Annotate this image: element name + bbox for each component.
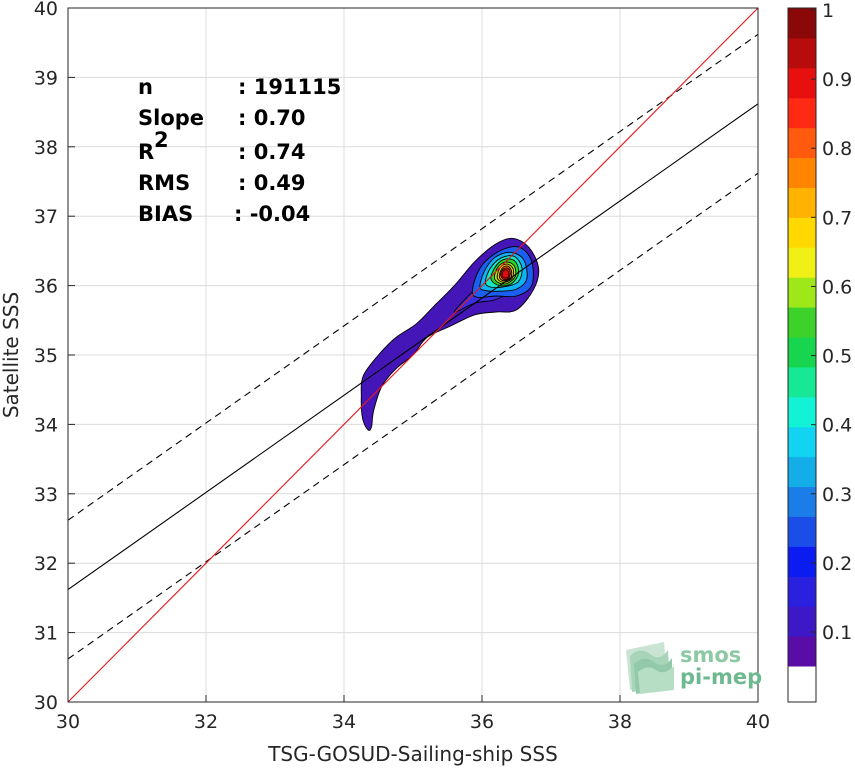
colorbar-tick-label: 0.9 xyxy=(822,69,852,91)
identity-line xyxy=(68,8,758,702)
reference-lines xyxy=(68,8,758,702)
colorbar-tick-label: 0.4 xyxy=(822,415,852,437)
colorbar-tick-label: 0.7 xyxy=(822,207,852,229)
statistics-box: n : 191115 Slope : 0.70 R 2 : 0.74 RMS : 0.49 BIA… xyxy=(138,75,341,226)
stat-value: : 191115 xyxy=(238,75,341,99)
logo-line2: pi-mep xyxy=(680,665,762,689)
colorbar-frame xyxy=(787,7,817,703)
y-tick-label: 32 xyxy=(34,553,58,575)
colorbar-segment xyxy=(788,337,816,368)
stat-label: Slope xyxy=(138,106,204,130)
colorbar-tick-labels: 0.1 0.2 0.3 0.4 0.5 0.6 0.7 0.8 0.9 1 xyxy=(811,0,852,644)
stat-label: R xyxy=(138,140,154,164)
colorbar-tick-label: 0.2 xyxy=(822,553,852,575)
regression-line xyxy=(68,103,758,591)
x-axis-label: TSG-GOSUD-Sailing-ship SSS xyxy=(267,742,558,766)
y-tick-label: 40 xyxy=(34,0,58,20)
colorbar-segment xyxy=(788,127,816,159)
colorbar-segment xyxy=(788,157,816,188)
colorbar-segment xyxy=(788,97,816,129)
colorbar-tick-label: 0.3 xyxy=(822,484,852,506)
colorbar-segment xyxy=(788,576,816,607)
stat-value: : -0.04 xyxy=(234,202,310,226)
density-contours xyxy=(360,237,540,431)
y-tick-labels: 30 31 32 33 34 35 36 37 38 39 40 xyxy=(34,0,58,714)
colorbar-tick-label: 0.1 xyxy=(822,622,852,644)
y-tick-label: 33 xyxy=(34,484,58,506)
stat-value: : 0.74 xyxy=(238,140,306,164)
colorbar xyxy=(788,8,816,703)
colorbar-tick-label: 0.5 xyxy=(822,346,852,368)
y-tick-label: 38 xyxy=(34,137,58,159)
y-axis-label: Satellite SSS xyxy=(0,292,23,418)
colorbar-segment xyxy=(788,37,816,69)
upper-bound-line xyxy=(68,33,758,521)
x-tick-label: 40 xyxy=(746,711,770,733)
stat-value: : 0.70 xyxy=(238,106,306,130)
stat-value: : 0.49 xyxy=(238,171,306,195)
colorbar-segment xyxy=(788,67,816,99)
lower-bound-line xyxy=(68,172,758,660)
colorbar-segment xyxy=(788,396,816,428)
y-tick-label: 34 xyxy=(34,414,58,436)
stat-label: BIAS xyxy=(138,202,193,226)
colorbar-segment xyxy=(788,217,816,248)
x-tick-label: 36 xyxy=(470,711,494,733)
colorbar-segment xyxy=(788,366,816,398)
smos-pi-mep-logo: smos pi-mep xyxy=(626,642,762,694)
y-tick-label: 30 xyxy=(34,692,58,714)
x-tick-label: 32 xyxy=(194,711,218,733)
y-tick-label: 36 xyxy=(34,276,58,298)
stat-label: RMS xyxy=(138,171,190,195)
stat-label: n xyxy=(138,75,153,99)
y-tick-label: 39 xyxy=(34,67,58,89)
colorbar-segment xyxy=(788,546,816,577)
colorbar-segment xyxy=(788,247,816,278)
x-tick-label: 34 xyxy=(332,711,356,733)
x-tick-labels: 30 32 34 36 38 40 xyxy=(56,711,770,733)
colorbar-tick-label: 1 xyxy=(822,0,834,22)
colorbar-segment xyxy=(788,666,816,703)
y-tick-label: 35 xyxy=(34,345,58,367)
colorbar-segment xyxy=(788,486,816,517)
colorbar-segment xyxy=(788,8,816,39)
y-tick-label: 37 xyxy=(34,206,58,228)
colorbar-segment xyxy=(788,456,816,488)
colorbar-segment xyxy=(788,277,816,308)
x-tick-label: 30 xyxy=(56,711,80,733)
colorbar-tick-label: 0.6 xyxy=(822,276,852,298)
logo-line1: smos xyxy=(680,643,741,667)
density-contour-1 xyxy=(501,269,510,279)
colorbar-segment xyxy=(788,187,816,218)
logo-waves-icon xyxy=(626,642,674,694)
y-tick-label: 31 xyxy=(34,623,58,645)
colorbar-segment xyxy=(788,307,816,338)
colorbar-segment xyxy=(788,426,816,458)
plot-frame xyxy=(67,7,759,703)
colorbar-segment xyxy=(788,516,816,547)
colorbar-segment xyxy=(788,636,816,667)
stat-label-superscript: 2 xyxy=(154,128,169,152)
colorbar-tick-label: 0.8 xyxy=(822,138,852,160)
x-tick-label: 38 xyxy=(608,711,632,733)
